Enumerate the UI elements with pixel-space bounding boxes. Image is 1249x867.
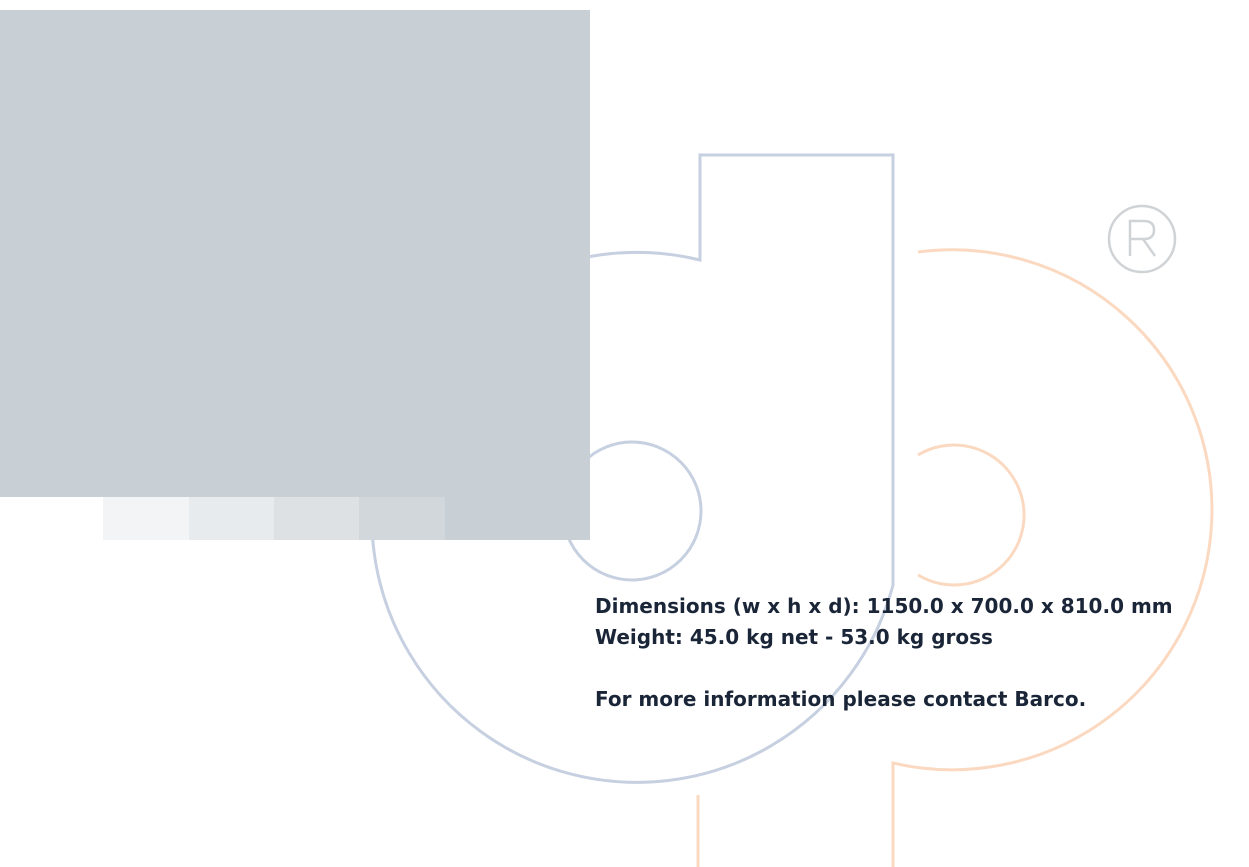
p-letter-outline	[696, 248, 1214, 867]
contact-text: For more information please contact Barc…	[595, 687, 1087, 711]
color-swatch-3	[274, 497, 360, 540]
dimensions-text: Dimensions (w x h x d): 1150.0 x 700.0 x…	[595, 594, 1173, 618]
p-letter-counter	[917, 443, 1026, 587]
color-swatch-4	[359, 497, 445, 540]
weight-text: Weight: 45.0 kg net - 53.0 kg gross	[595, 625, 993, 649]
registered-mark-icon	[1107, 204, 1177, 274]
product-photo-placeholder	[0, 10, 590, 497]
color-swatch-2	[189, 497, 275, 540]
color-swatch-1	[103, 497, 189, 540]
color-swatch-5	[445, 497, 590, 540]
spec-block: Dimensions (w x h x d): 1150.0 x 700.0 x…	[595, 591, 1245, 715]
